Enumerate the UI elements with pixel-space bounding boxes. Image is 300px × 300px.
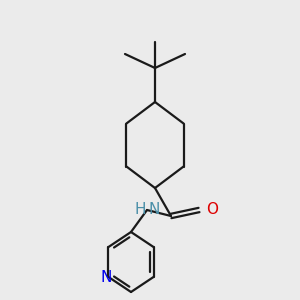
Text: O: O	[206, 202, 218, 217]
Text: H: H	[134, 202, 146, 217]
Text: N: N	[148, 202, 160, 217]
Text: N: N	[101, 269, 112, 284]
